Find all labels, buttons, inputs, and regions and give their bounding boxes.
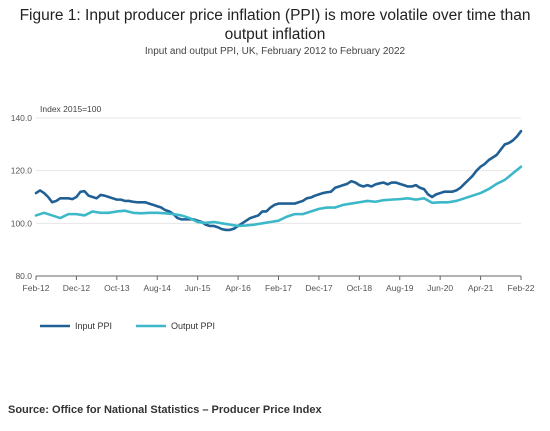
source-note: Source: Office for National Statistics –… [8, 404, 322, 416]
x-tick-label: Oct-13 [104, 283, 130, 293]
chart-subtitle: Input and output PPI, UK, February 2012 … [144, 46, 406, 57]
axes: 80.0 100.0 120.0 140.0 Index 2015=100 Feb-12 D… [11, 104, 535, 293]
x-tick-label: Feb-17 [265, 283, 292, 293]
series-lines [34, 129, 523, 232]
line-chart: 80.0 100.0 120.0 140.0 Index 2015=100 Feb-12 D… [11, 104, 535, 331]
x-tick-label: Aug-14 [144, 283, 172, 293]
input-ppi-line [34, 129, 523, 232]
chart-title: Figure 1: Input producer price inflation… [19, 7, 531, 43]
legend-label-input: Input PPI [75, 321, 112, 331]
x-tick-label: Apr-16 [225, 283, 251, 293]
x-tick-label: Feb-22 [508, 283, 535, 293]
x-tick-label: Feb-12 [23, 283, 50, 293]
legend: Input PPI Output PPI [40, 321, 215, 331]
legend-label-output: Output PPI [171, 321, 215, 331]
y-tick-label: 100.0 [11, 218, 33, 228]
x-tick-label: Apr-21 [468, 283, 494, 293]
y-tick-label: 120.0 [11, 166, 33, 176]
x-tick-label: Aug-19 [386, 283, 414, 293]
y-tick-label: 140.0 [11, 113, 33, 123]
x-tick-label: Oct-18 [347, 283, 373, 293]
grid [36, 117, 521, 224]
x-tick-label: Jun-15 [185, 283, 211, 293]
y-tick-label: 80.0 [15, 271, 32, 281]
x-tick-label: Jun-20 [427, 283, 453, 293]
output-ppi-line [34, 165, 523, 228]
x-tick-label: Dec-12 [63, 283, 91, 293]
y-axis-label: Index 2015=100 [40, 104, 101, 114]
x-tick-label: Dec-17 [305, 283, 333, 293]
